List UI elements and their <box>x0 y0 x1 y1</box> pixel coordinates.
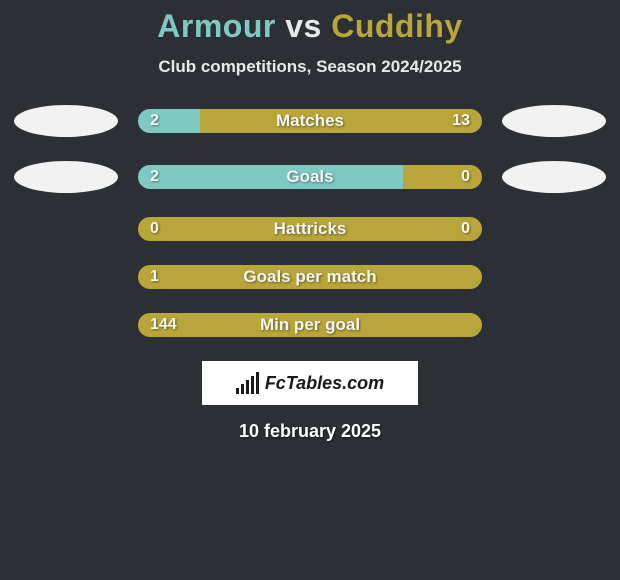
date: 10 february 2025 <box>0 421 620 442</box>
bar-segment-player2 <box>138 313 482 337</box>
stat-bar: 20Goals <box>138 165 482 189</box>
logo-box: FcTables.com <box>202 361 418 405</box>
subtitle: Club competitions, Season 2024/2025 <box>0 57 620 77</box>
title: Armour vs Cuddihy <box>0 8 620 45</box>
stat-bar: 00Hattricks <box>138 217 482 241</box>
chart-icon <box>236 372 259 394</box>
stat-value-right: 0 <box>461 217 470 241</box>
stat-row: 144Min per goal <box>0 313 620 337</box>
bar-segment-player2 <box>138 265 482 289</box>
stat-value-left: 144 <box>150 313 177 337</box>
ellipse-icon <box>502 105 606 137</box>
stat-value-right: 0 <box>461 165 470 189</box>
ellipse-icon <box>14 105 118 137</box>
stat-row: 1Goals per match <box>0 265 620 289</box>
stat-row: 213Matches <box>0 105 620 137</box>
player2-name: Cuddihy <box>331 8 462 44</box>
bar-segment-player2 <box>200 109 482 133</box>
player1-name: Armour <box>157 8 276 44</box>
player2-badge <box>500 161 608 193</box>
stat-value-left: 2 <box>150 109 159 133</box>
stat-row: 00Hattricks <box>0 217 620 241</box>
logo: FcTables.com <box>236 372 384 394</box>
player1-badge <box>12 105 120 137</box>
bar-segment-player1 <box>138 165 403 189</box>
bar-segment-player2 <box>403 165 482 189</box>
stat-value-left: 1 <box>150 265 159 289</box>
stat-row: 20Goals <box>0 161 620 193</box>
stats-list: 213Matches20Goals00Hattricks1Goals per m… <box>0 105 620 337</box>
ellipse-icon <box>14 161 118 193</box>
bar-segment-player1 <box>138 109 200 133</box>
comparison-infographic: Armour vs Cuddihy Club competitions, Sea… <box>0 0 620 442</box>
logo-text: FcTables.com <box>265 373 384 394</box>
stat-value-left: 2 <box>150 165 159 189</box>
ellipse-icon <box>502 161 606 193</box>
stat-bar: 144Min per goal <box>138 313 482 337</box>
stat-value-left: 0 <box>150 217 159 241</box>
vs-text: vs <box>285 8 322 44</box>
player2-badge <box>500 105 608 137</box>
player1-badge <box>12 161 120 193</box>
stat-value-right: 13 <box>452 109 470 133</box>
stat-bar: 1Goals per match <box>138 265 482 289</box>
stat-bar: 213Matches <box>138 109 482 133</box>
bar-segment-player2 <box>138 217 482 241</box>
